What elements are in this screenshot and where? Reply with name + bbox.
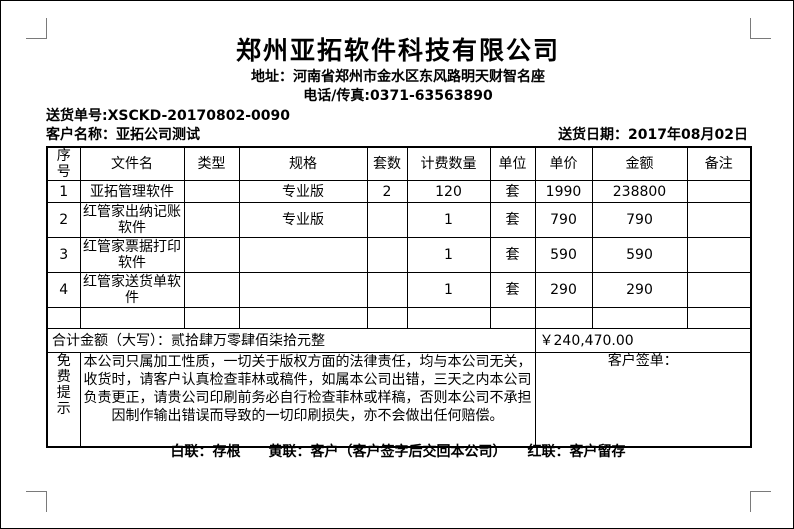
table-cell: 1 bbox=[46, 180, 81, 203]
table-cell bbox=[238, 307, 368, 329]
free-tip-label: 免费提示 bbox=[46, 352, 81, 447]
table-cell: 290 bbox=[534, 272, 593, 308]
table-cell: 1 bbox=[406, 202, 491, 238]
column-header-remark: 备注 bbox=[686, 146, 752, 181]
column-header-filename: 文件名 bbox=[79, 146, 185, 181]
table-cell bbox=[366, 272, 408, 308]
table-cell: 290 bbox=[591, 272, 688, 308]
table-cell: 120 bbox=[406, 180, 491, 203]
column-header-unit-price: 单价 bbox=[534, 146, 593, 181]
crop-mark-top-right bbox=[750, 18, 771, 39]
table-cell bbox=[686, 272, 752, 308]
table-row: 4 红管家送货单软件 1 套 290 290 bbox=[46, 272, 752, 308]
table-cell bbox=[366, 307, 408, 329]
table-cell: 红管家送货单软件 bbox=[79, 272, 185, 308]
table-cell bbox=[534, 307, 593, 329]
table-cell: 红管家票据打印软件 bbox=[79, 237, 185, 273]
disclaimer-text: 本公司只属加工性质，一切关于版权方面的法律责任，均与本公司无关，收货时，请客户认… bbox=[83, 354, 532, 424]
table-cell: 套 bbox=[489, 237, 536, 273]
table-cell bbox=[238, 237, 368, 273]
table-header-row: 序号 文件名 类型 规格 套数 计费数量 单位 单价 金额 备注 bbox=[46, 146, 752, 181]
column-header-unit: 单位 bbox=[489, 146, 536, 181]
table-cell: 238800 bbox=[591, 180, 688, 203]
table-cell: 4 bbox=[46, 272, 81, 308]
table-cell: 590 bbox=[534, 237, 593, 273]
company-name: 郑州亚拓软件科技有限公司 bbox=[235, 36, 560, 65]
table-cell bbox=[238, 272, 368, 308]
table-cell: 2 bbox=[366, 180, 408, 203]
crop-mark-bottom-right bbox=[750, 491, 771, 512]
table-cell bbox=[183, 202, 240, 238]
table-cell bbox=[79, 307, 185, 329]
crop-mark-top-left bbox=[26, 18, 47, 39]
table-cell: 2 bbox=[46, 202, 81, 238]
copies-distribution-note: 白联：存根 黄联：客户（客户签字后交回本公司） 红联：客户留存 bbox=[170, 444, 626, 460]
table-cell bbox=[183, 237, 240, 273]
table-cell bbox=[489, 307, 536, 329]
table-row: 1 亚拓管理软件 专业版 2 120 套 1990 238800 bbox=[46, 180, 752, 203]
table-row bbox=[46, 307, 752, 329]
column-header-billing-qty: 计费数量 bbox=[406, 146, 491, 181]
table-cell: 套 bbox=[489, 202, 536, 238]
column-header-sets: 套数 bbox=[366, 146, 408, 181]
company-phone: 电话/传真:0371-63563890 bbox=[303, 88, 493, 104]
column-header-seq: 序号 bbox=[46, 146, 81, 181]
column-header-amount: 金额 bbox=[591, 146, 688, 181]
table-cell: 1 bbox=[406, 237, 491, 273]
table-cell bbox=[366, 237, 408, 273]
table-cell bbox=[686, 180, 752, 203]
table-cell bbox=[183, 180, 240, 203]
table-cell: 专业版 bbox=[238, 202, 368, 238]
table-cell: 1 bbox=[406, 272, 491, 308]
column-header-type: 类型 bbox=[183, 146, 240, 181]
table-cell: 790 bbox=[534, 202, 593, 238]
table-cell bbox=[183, 307, 240, 329]
table-cell bbox=[366, 202, 408, 238]
notes-row: 免费提示 本公司只属加工性质，一切关于版权方面的法律责任，均与本公司无关，收货时… bbox=[46, 352, 752, 447]
delivery-date: 送货日期：2017年08月02日 bbox=[558, 127, 748, 143]
table-cell: 专业版 bbox=[238, 180, 368, 203]
table-cell: 红管家出纳记账软件 bbox=[79, 202, 185, 238]
customer-name: 客户名称：亚拓公司测试 bbox=[46, 127, 200, 143]
table-cell bbox=[183, 272, 240, 308]
table-cell: 590 bbox=[591, 237, 688, 273]
total-amount-figure: ￥240,470.00 bbox=[534, 328, 752, 353]
customer-sign-cell: 客户签单： bbox=[534, 352, 752, 447]
table-cell: 1990 bbox=[534, 180, 593, 203]
crop-mark-bottom-left bbox=[26, 491, 47, 512]
total-amount-words: 合计金额（大写）：贰拾肆万零肆佰柒拾元整 bbox=[46, 328, 536, 353]
table-row: 3 红管家票据打印软件 1 套 590 590 bbox=[46, 237, 752, 273]
table-cell bbox=[686, 307, 752, 329]
table-cell: 套 bbox=[489, 272, 536, 308]
table-cell: 3 bbox=[46, 237, 81, 273]
table-cell bbox=[46, 307, 81, 329]
company-address: 地址：河南省郑州市金水区东风路明天财智名座 bbox=[251, 69, 545, 85]
table-cell: 套 bbox=[489, 180, 536, 203]
column-header-spec: 规格 bbox=[238, 146, 368, 181]
table-row: 2 红管家出纳记账软件 专业版 1 套 790 790 bbox=[46, 202, 752, 238]
table-cell: 790 bbox=[591, 202, 688, 238]
total-row: 合计金额（大写）：贰拾肆万零肆佰柒拾元整 ￥240,470.00 bbox=[46, 328, 752, 353]
table-cell bbox=[686, 237, 752, 273]
items-table: 序号 文件名 类型 规格 套数 计费数量 单位 单价 金额 备注 1 亚拓管理软件… bbox=[46, 146, 752, 448]
disclaimer-text-cell: 本公司只属加工性质，一切关于版权方面的法律责任，均与本公司无关，收货时，请客户认… bbox=[79, 352, 536, 447]
table-cell bbox=[686, 202, 752, 238]
table-cell: 亚拓管理软件 bbox=[79, 180, 185, 203]
delivery-number: 送货单号:XSCKD-20170802-0090 bbox=[46, 108, 290, 124]
table-cell bbox=[591, 307, 688, 329]
table-cell bbox=[406, 307, 491, 329]
